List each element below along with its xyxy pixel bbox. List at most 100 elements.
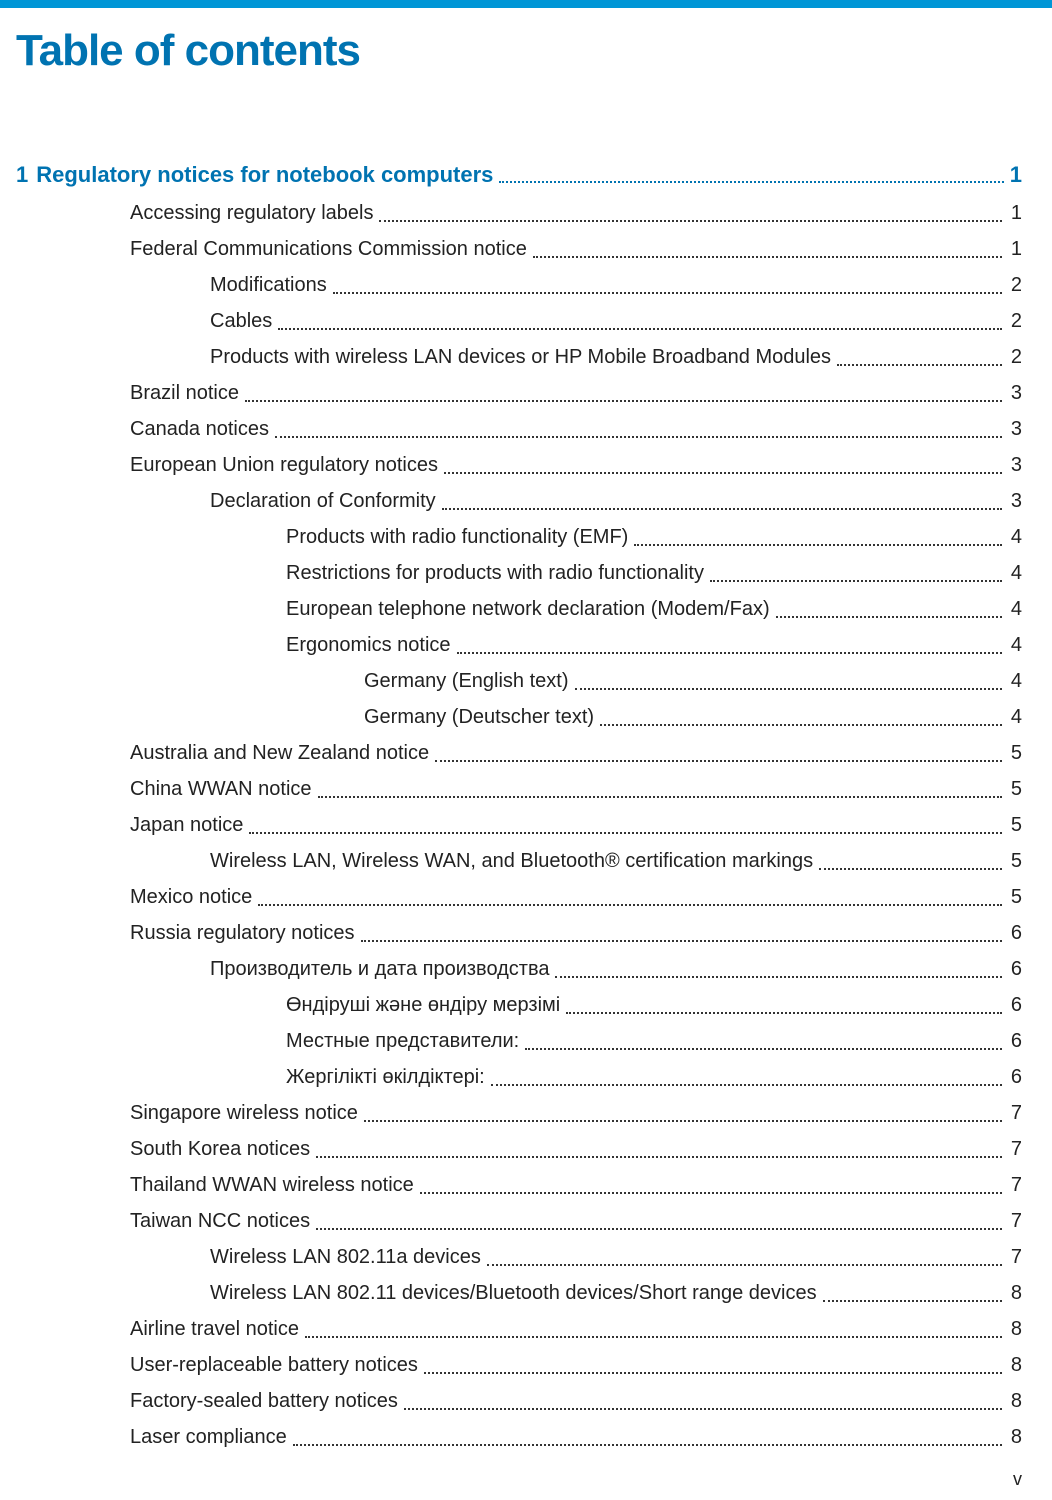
toc-entry-label: Brazil notice — [130, 380, 239, 407]
toc-entry: Taiwan NCC notices7 — [16, 1208, 1022, 1235]
toc-entry-page: 5 — [1008, 740, 1022, 767]
toc-entry-label: Products with wireless LAN devices or HP… — [210, 344, 831, 371]
toc-leader — [361, 940, 1002, 942]
toc-leader — [710, 580, 1002, 582]
toc-entry-label: Germany (Deutscher text) — [364, 704, 594, 731]
toc-entry-label: Australia and New Zealand notice — [130, 740, 429, 767]
page-title: Table of contents — [16, 26, 1022, 76]
toc-leader — [533, 256, 1002, 258]
toc-entry-page: 6 — [1008, 1064, 1022, 1091]
toc-entry-label: Accessing regulatory labels — [130, 200, 373, 227]
toc-entry-label: Japan notice — [130, 812, 243, 839]
toc-entry: Жергілікті өкілдіктері: 6 — [16, 1064, 1022, 1091]
toc-entry-page: 7 — [1008, 1208, 1022, 1235]
toc-entry: Cables2 — [16, 308, 1022, 335]
toc-entry: Restrictions for products with radio fun… — [16, 560, 1022, 587]
toc-leader — [316, 1156, 1002, 1158]
toc-entry: Germany (Deutscher text)4 — [16, 704, 1022, 731]
toc-entry-label: Wireless LAN 802.11a devices — [210, 1244, 481, 1271]
toc-entry: Wireless LAN, Wireless WAN, and Bluetoot… — [16, 848, 1022, 875]
toc-entry-label: Airline travel notice — [130, 1316, 299, 1343]
toc-entry-label: Производитель и дата производства — [210, 956, 549, 983]
toc-leader — [305, 1336, 1002, 1338]
toc-entry: Производитель и дата производства 6 — [16, 956, 1022, 983]
toc-entry-page: 5 — [1008, 812, 1022, 839]
toc-leader — [318, 796, 1002, 798]
toc-entry: Federal Communications Commission notice… — [16, 236, 1022, 263]
toc-entry: Wireless LAN 802.11 devices/Bluetooth de… — [16, 1280, 1022, 1307]
section-heading-row: 1 Regulatory notices for notebook comput… — [16, 162, 1022, 188]
toc-entry-page: 4 — [1008, 524, 1022, 551]
toc-leader — [424, 1372, 1002, 1374]
toc-leader — [491, 1084, 1002, 1086]
toc-entry-label: Declaration of Conformity — [210, 488, 436, 515]
toc-entry: Местные представители: 6 — [16, 1028, 1022, 1055]
toc-entry-label: Жергілікті өкілдіктері: — [286, 1064, 485, 1091]
toc-entry-label: Местные представители: — [286, 1028, 519, 1055]
toc-list: Accessing regulatory labels1Federal Comm… — [16, 200, 1022, 1451]
toc-entry: Declaration of Conformity3 — [16, 488, 1022, 515]
toc-entry-label: Mexico notice — [130, 884, 252, 911]
toc-leader — [487, 1264, 1002, 1266]
toc-entry-label: European Union regulatory notices — [130, 452, 438, 479]
toc-entry: Canada notices3 — [16, 416, 1022, 443]
toc-leader — [245, 400, 1002, 402]
toc-entry: China WWAN notice5 — [16, 776, 1022, 803]
toc-entry-page: 7 — [1008, 1244, 1022, 1271]
toc-entry-label: Өндіруші жəне өндіру мерзімі — [286, 992, 560, 1019]
toc-leader — [457, 652, 1002, 654]
toc-entry-page: 6 — [1008, 956, 1022, 983]
toc-entry: European telephone network declaration (… — [16, 596, 1022, 623]
toc-leader — [442, 508, 1002, 510]
toc-entry-label: Ergonomics notice — [286, 632, 451, 659]
toc-entry-page: 2 — [1008, 308, 1022, 335]
section-number: 1 — [16, 162, 28, 188]
toc-entry: Singapore wireless notice7 — [16, 1100, 1022, 1127]
toc-leader — [278, 328, 1002, 330]
toc-leader — [275, 436, 1002, 438]
toc-entry-label: Modifications — [210, 272, 327, 299]
toc-entry-page: 6 — [1008, 1028, 1022, 1055]
toc-entry-label: Canada notices — [130, 416, 269, 443]
toc-entry-label: Restrictions for products with radio fun… — [286, 560, 704, 587]
footer-page-number: v — [1013, 1469, 1022, 1490]
toc-entry: South Korea notices7 — [16, 1136, 1022, 1163]
toc-entry-page: 5 — [1008, 776, 1022, 803]
toc-entry: User-replaceable battery notices8 — [16, 1352, 1022, 1379]
toc-entry: Products with wireless LAN devices or HP… — [16, 344, 1022, 371]
toc-entry: Өндіруші жəне өндіру мерзімі 6 — [16, 992, 1022, 1019]
toc-entry: Ergonomics notice 4 — [16, 632, 1022, 659]
toc-entry-page: 4 — [1008, 632, 1022, 659]
toc-entry: Factory-sealed battery notices8 — [16, 1388, 1022, 1415]
toc-entry: European Union regulatory notices3 — [16, 452, 1022, 479]
toc-entry-page: 8 — [1008, 1352, 1022, 1379]
toc-entry: Airline travel notice 8 — [16, 1316, 1022, 1343]
toc-entry-page: 8 — [1008, 1280, 1022, 1307]
toc-entry-page: 8 — [1008, 1316, 1022, 1343]
toc-leader — [333, 292, 1002, 294]
toc-entry: Products with radio functionality (EMF)4 — [16, 524, 1022, 551]
toc-leader — [435, 760, 1002, 762]
toc-entry-page: 7 — [1008, 1136, 1022, 1163]
toc-entry-page: 5 — [1008, 884, 1022, 911]
toc-entry-page: 6 — [1008, 920, 1022, 947]
toc-entry-page: 5 — [1008, 848, 1022, 875]
toc-leader — [555, 976, 1002, 978]
toc-entry: Japan notice 5 — [16, 812, 1022, 839]
toc-leader — [634, 544, 1002, 546]
toc-entry-page: 1 — [1008, 236, 1022, 263]
toc-entry-label: Wireless LAN 802.11 devices/Bluetooth de… — [210, 1280, 817, 1307]
toc-leader — [404, 1408, 1002, 1410]
toc-entry-page: 6 — [1008, 992, 1022, 1019]
toc-leader — [444, 472, 1002, 474]
toc-entry-label: Russia regulatory notices — [130, 920, 355, 947]
toc-entry: Accessing regulatory labels1 — [16, 200, 1022, 227]
toc-entry: Wireless LAN 802.11a devices 7 — [16, 1244, 1022, 1271]
toc-entry-page: 4 — [1008, 668, 1022, 695]
toc-leader — [837, 364, 1002, 366]
toc-entry: Russia regulatory notices 6 — [16, 920, 1022, 947]
toc-entry-page: 4 — [1008, 596, 1022, 623]
toc-entry: Thailand WWAN wireless notice7 — [16, 1172, 1022, 1199]
section-leader — [499, 181, 1003, 183]
toc-leader — [566, 1012, 1002, 1014]
